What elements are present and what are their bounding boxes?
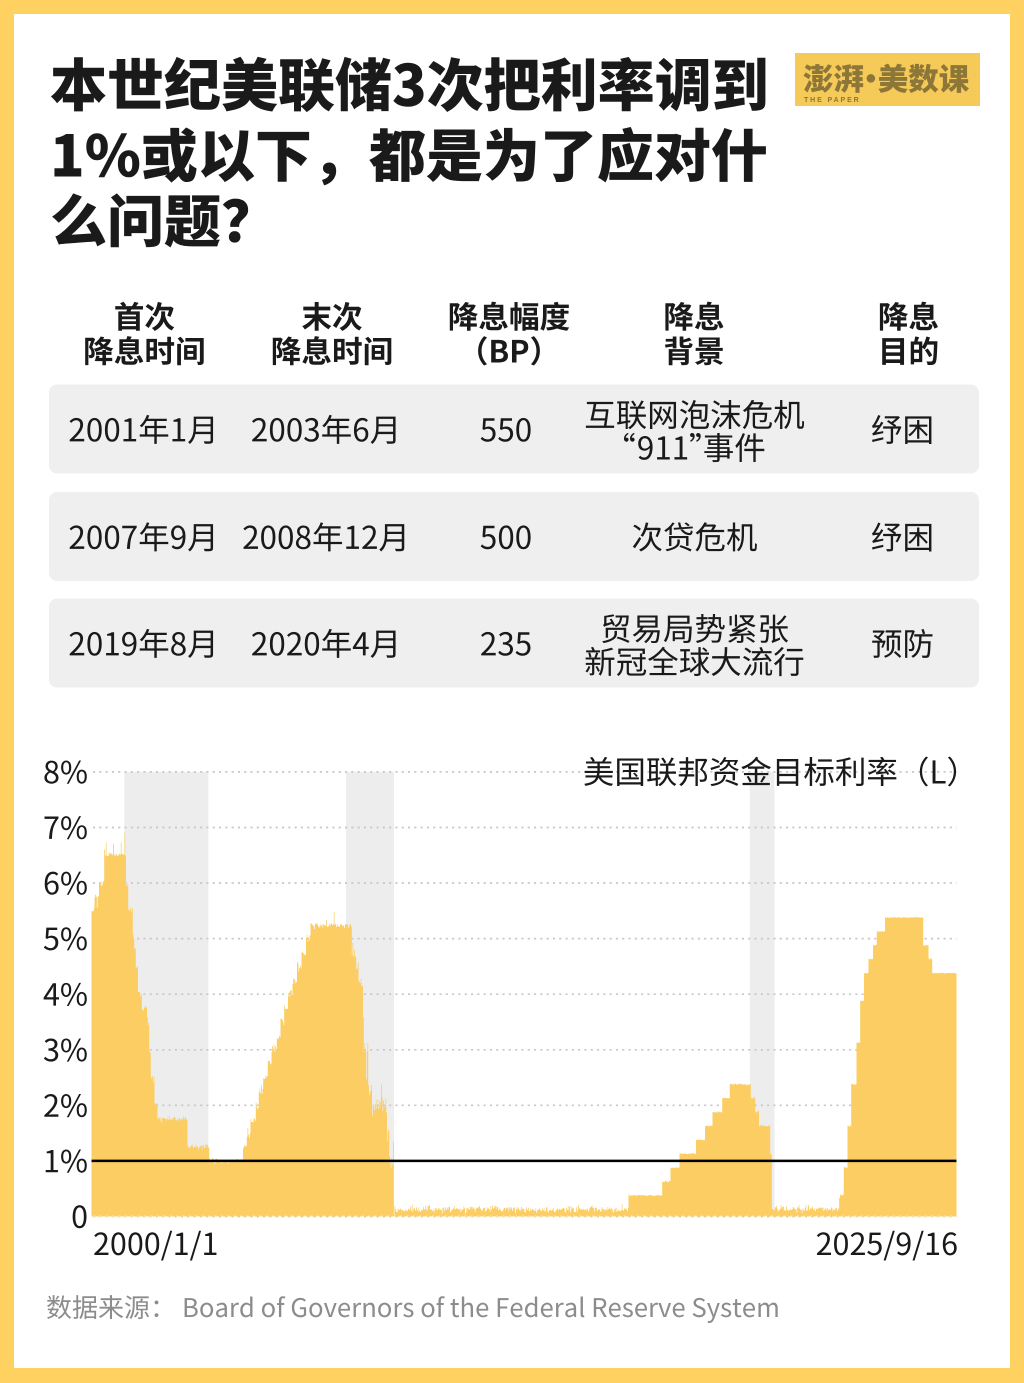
svg-text:THE PAPER: THE PAPER [804, 97, 861, 104]
